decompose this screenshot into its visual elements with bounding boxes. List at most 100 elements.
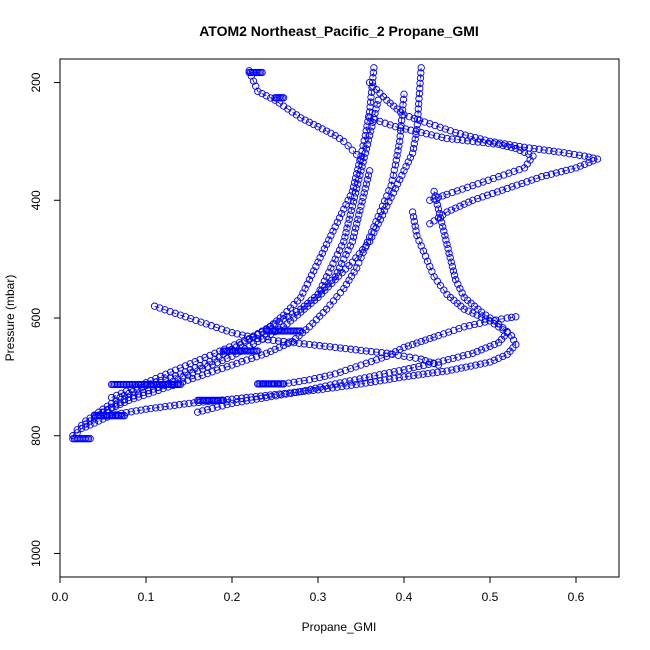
data-point: [218, 325, 226, 333]
data-point: [464, 350, 472, 359]
data-point: [450, 271, 459, 279]
data-point: [430, 333, 438, 341]
data-point: [223, 400, 231, 409]
data-point: [463, 137, 472, 145]
data-point: [406, 353, 414, 361]
data-point: [395, 367, 403, 375]
data-point: [258, 89, 266, 98]
data-point: [176, 364, 185, 372]
data-point: [197, 318, 205, 326]
x-tick-label: 0.2: [224, 590, 241, 604]
data-point: [252, 395, 261, 403]
data-point: [117, 389, 126, 397]
data-point: [90, 419, 99, 427]
data-point: [303, 280, 311, 288]
data-point: [441, 125, 449, 133]
data-point: [482, 344, 490, 352]
data-point: [416, 79, 424, 87]
data-point: [336, 289, 345, 297]
data-point: [355, 250, 363, 258]
data-point: [347, 364, 355, 373]
data-point: [499, 352, 507, 361]
data-point-dense: [219, 396, 228, 405]
data-point: [415, 362, 423, 371]
data-point: [385, 369, 393, 377]
series-line-5: [197, 211, 508, 413]
data-point: [248, 396, 256, 404]
data-point: [484, 139, 492, 147]
data-point: [181, 313, 190, 321]
data-point: [428, 267, 436, 276]
data-point: [352, 363, 360, 371]
data-point: [439, 223, 447, 231]
data-point: [77, 424, 86, 433]
data-point: [535, 145, 543, 153]
data-point: [410, 140, 418, 148]
data-point: [365, 113, 373, 121]
data-point: [499, 141, 507, 150]
data-point: [333, 268, 342, 277]
data-point: [316, 254, 324, 262]
data-point: [301, 284, 309, 293]
data-point: [238, 331, 246, 339]
data-point: [300, 376, 308, 385]
data-point: [187, 314, 195, 323]
data-point: [409, 371, 418, 380]
data-point: [391, 184, 400, 193]
data-point: [459, 352, 467, 360]
data-point: [316, 286, 324, 294]
data-point: [344, 246, 352, 254]
data-point: [345, 276, 353, 284]
data-point: [233, 359, 241, 368]
data-point: [193, 373, 202, 381]
data-point: [365, 373, 374, 381]
x-tick-label: 0.4: [396, 590, 413, 604]
data-point: [439, 357, 447, 365]
data-point: [399, 95, 408, 104]
data-point: [488, 189, 497, 198]
data-point: [203, 363, 212, 371]
data-point: [472, 361, 480, 369]
data-point: [411, 135, 419, 143]
data-point: [444, 355, 452, 364]
data-point: [347, 381, 356, 389]
data-point: [322, 127, 331, 135]
y-tick-label: 200: [29, 72, 43, 92]
data-point: [318, 249, 326, 257]
series-line-0: [72, 67, 375, 436]
data-point: [175, 401, 184, 409]
x-tick-label: 0.3: [310, 590, 327, 604]
data-point: [132, 407, 140, 415]
data-point: [335, 264, 344, 272]
y-tick-label: 400: [29, 190, 43, 210]
data-point: [454, 353, 462, 361]
data-point: [378, 202, 387, 210]
data-point: [370, 114, 378, 122]
data-point: [391, 161, 400, 169]
data-point: [456, 130, 465, 138]
data-point: [453, 187, 461, 195]
data-point: [409, 144, 418, 153]
data-point: [356, 171, 364, 179]
data-point: [570, 150, 578, 159]
x-tick-label: 0.6: [568, 590, 585, 604]
data-point: [372, 348, 381, 356]
data-point: [267, 392, 275, 401]
data-point: [142, 405, 150, 413]
data-point: [452, 365, 461, 373]
data-point: [350, 268, 358, 276]
data-point: [369, 69, 378, 77]
data-point: [314, 123, 322, 131]
data-point: [107, 393, 116, 402]
data-point: [376, 207, 384, 215]
data-point: [271, 320, 279, 328]
data-point: [589, 157, 597, 165]
data-point: [342, 280, 351, 289]
data-point: [327, 264, 335, 272]
data-point: [430, 187, 438, 196]
data-point: [479, 178, 487, 186]
data-point: [344, 220, 352, 228]
data-point: [443, 367, 451, 375]
data-point: [322, 273, 331, 281]
data-point: [82, 423, 90, 431]
